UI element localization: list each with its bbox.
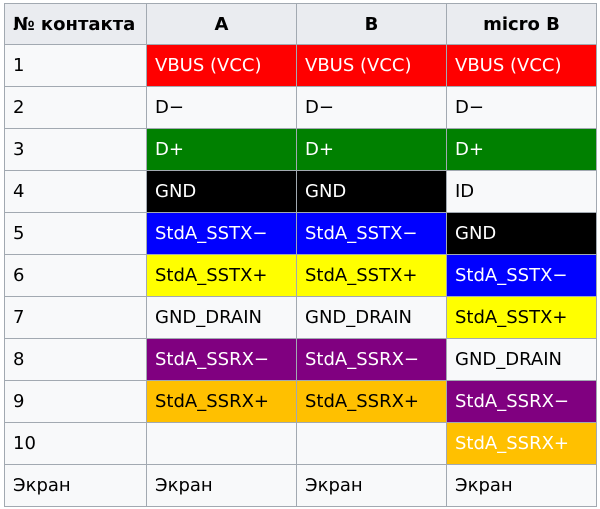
pin-number-cell: 8 (4, 338, 147, 381)
signal-cell-connector-micro-b: StdA_SSTX− (446, 254, 597, 297)
signal-cell-connector-a: StdA_SSRX+ (146, 380, 297, 423)
signal-cell-connector-b: Экран (296, 464, 447, 507)
signal-cell-connector-micro-b: VBUS (VCC) (446, 44, 597, 87)
header-pin-number: № контакта (4, 3, 147, 45)
pin-number-cell: 1 (4, 44, 147, 87)
header-connector-a: A (146, 3, 297, 45)
header-connector-micro-b: micro B (446, 3, 597, 45)
pin-number-cell: 6 (4, 254, 147, 297)
table-row: 2 D− D− D− (4, 86, 597, 129)
signal-cell-connector-b: StdA_SSTX− (296, 212, 447, 255)
table-row: 1 VBUS (VCC) VBUS (VCC) VBUS (VCC) (4, 44, 597, 87)
signal-cell-connector-micro-b: D+ (446, 128, 597, 171)
signal-cell-connector-b: D− (296, 86, 447, 129)
header-connector-b: B (296, 3, 447, 45)
signal-cell-connector-a: GND_DRAIN (146, 296, 297, 339)
pin-number-cell: 10 (4, 422, 147, 465)
signal-cell-connector-a: VBUS (VCC) (146, 44, 297, 87)
signal-cell-connector-micro-b: StdA_SSTX+ (446, 296, 597, 339)
signal-cell-connector-micro-b: Экран (446, 464, 597, 507)
pin-number-cell: 7 (4, 296, 147, 339)
table-row: 6 StdA_SSTX+ StdA_SSTX+ StdA_SSTX− (4, 254, 597, 297)
table-row: 7 GND_DRAIN GND_DRAIN StdA_SSTX+ (4, 296, 597, 339)
table-row: 5 StdA_SSTX− StdA_SSTX− GND (4, 212, 597, 255)
pin-rows: 1 VBUS (VCC) VBUS (VCC) VBUS (VCC) 2 D− D− D− 3 D… (4, 44, 597, 507)
signal-cell-connector-micro-b: GND_DRAIN (446, 338, 597, 381)
signal-cell-connector-micro-b: D− (446, 86, 597, 129)
signal-cell-connector-b: GND_DRAIN (296, 296, 447, 339)
table-row: 8 StdA_SSRX− StdA_SSRX− GND_DRAIN (4, 338, 597, 381)
pin-number-cell: 9 (4, 380, 147, 423)
pin-number-cell: 4 (4, 170, 147, 213)
signal-cell-connector-a: StdA_SSRX− (146, 338, 297, 381)
pin-number-cell: 2 (4, 86, 147, 129)
signal-cell-connector-b: StdA_SSRX+ (296, 380, 447, 423)
signal-cell-connector-b (296, 422, 447, 465)
signal-cell-connector-a: D− (146, 86, 297, 129)
table-row: 4 GND GND ID (4, 170, 597, 213)
signal-cell-connector-b: StdA_SSTX+ (296, 254, 447, 297)
signal-cell-connector-b: VBUS (VCC) (296, 44, 447, 87)
signal-cell-connector-micro-b: GND (446, 212, 597, 255)
signal-cell-connector-micro-b: StdA_SSRX− (446, 380, 597, 423)
pin-number-cell: Экран (4, 464, 147, 507)
usb-pinout-table: № контакта A B micro B 1 VBUS (VCC) VBUS (… (4, 3, 597, 507)
signal-cell-connector-b: D+ (296, 128, 447, 171)
signal-cell-connector-micro-b: ID (446, 170, 597, 213)
header-row: № контакта A B micro B (4, 3, 597, 45)
table-row: 9 StdA_SSRX+ StdA_SSRX+ StdA_SSRX− (4, 380, 597, 423)
table-row: 10 StdA_SSRX+ (4, 422, 597, 465)
signal-cell-connector-a: StdA_SSTX+ (146, 254, 297, 297)
signal-cell-connector-b: GND (296, 170, 447, 213)
signal-cell-connector-a: Экран (146, 464, 297, 507)
signal-cell-connector-a: GND (146, 170, 297, 213)
signal-cell-connector-b: StdA_SSRX− (296, 338, 447, 381)
signal-cell-connector-a (146, 422, 297, 465)
pin-number-cell: 5 (4, 212, 147, 255)
signal-cell-connector-a: D+ (146, 128, 297, 171)
table-row: 3 D+ D+ D+ (4, 128, 597, 171)
signal-cell-connector-a: StdA_SSTX− (146, 212, 297, 255)
pin-number-cell: 3 (4, 128, 147, 171)
signal-cell-connector-micro-b: StdA_SSRX+ (446, 422, 597, 465)
table-row: Экран Экран Экран Экран (4, 464, 597, 507)
